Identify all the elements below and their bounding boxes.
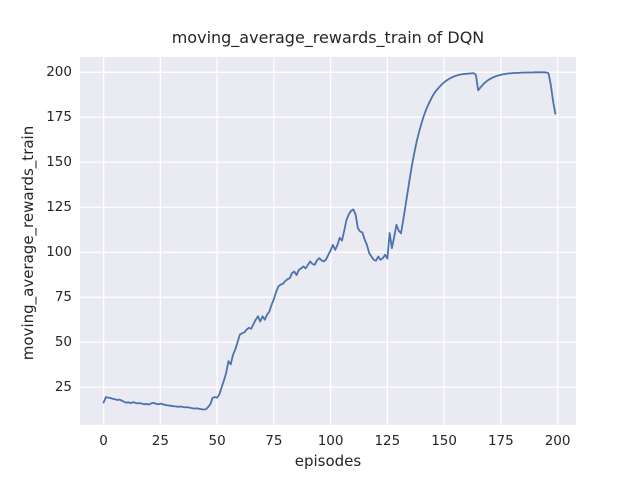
x-tick-label: 200 — [544, 433, 571, 449]
y-tick-label: 75 — [54, 289, 72, 306]
y-tick-label: 25 — [54, 379, 72, 396]
y-tick-label: 175 — [46, 109, 72, 126]
x-axis-label: episodes — [294, 452, 362, 470]
chart-title: moving_average_rewards_train of DQN — [171, 28, 485, 47]
x-tick-label: 50 — [208, 433, 226, 449]
x-tick-label: 25 — [151, 433, 169, 449]
x-tick-label: 100 — [317, 433, 344, 449]
x-tick-label: 175 — [487, 433, 514, 449]
x-tick-label: 150 — [431, 433, 457, 449]
x-tick-label: 75 — [265, 433, 283, 449]
y-tick-label: 200 — [46, 64, 72, 81]
plot-area — [80, 57, 576, 425]
y-tick-label: 100 — [46, 244, 72, 261]
y-tick-label: 50 — [54, 334, 72, 351]
line-chart — [80, 57, 576, 425]
x-tick-label: 125 — [374, 433, 401, 449]
y-tick-label: 150 — [46, 154, 72, 171]
series-line — [102, 71, 557, 411]
x-tick-label: 0 — [99, 433, 108, 449]
y-tick-label: 125 — [46, 199, 72, 216]
